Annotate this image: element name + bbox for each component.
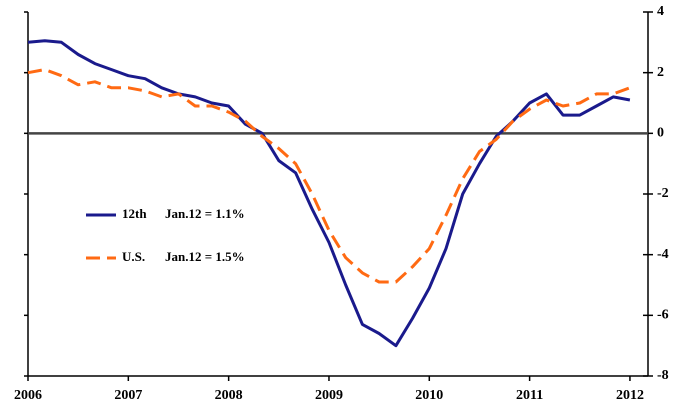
x-tick-label: 2007 [114,388,142,403]
x-tick-label: 2006 [14,388,42,403]
x-tick-label: 2008 [215,388,243,403]
y-tick-label: -4 [657,247,669,262]
series-line [27,39,631,348]
x-tick-label: 2009 [315,388,343,403]
legend-note: Jan.12 = 1.1% [165,206,245,221]
x-tick-label: 2011 [516,388,543,403]
legend-label: 12th [122,206,147,221]
y-tick-label: -2 [657,186,669,201]
y-tick-label: 4 [657,4,664,19]
legend-note: Jan.12 = 1.5% [165,249,245,264]
y-tick-label: 0 [657,126,664,141]
x-tick-label: 2010 [415,388,443,403]
series-line [27,68,631,284]
y-tick-label: 2 [657,65,664,80]
legend-label: U.S. [122,249,145,264]
y-tick-label: -8 [657,368,669,383]
x-tick-label: 2012 [616,388,644,403]
y-tick-label: -6 [657,308,669,323]
